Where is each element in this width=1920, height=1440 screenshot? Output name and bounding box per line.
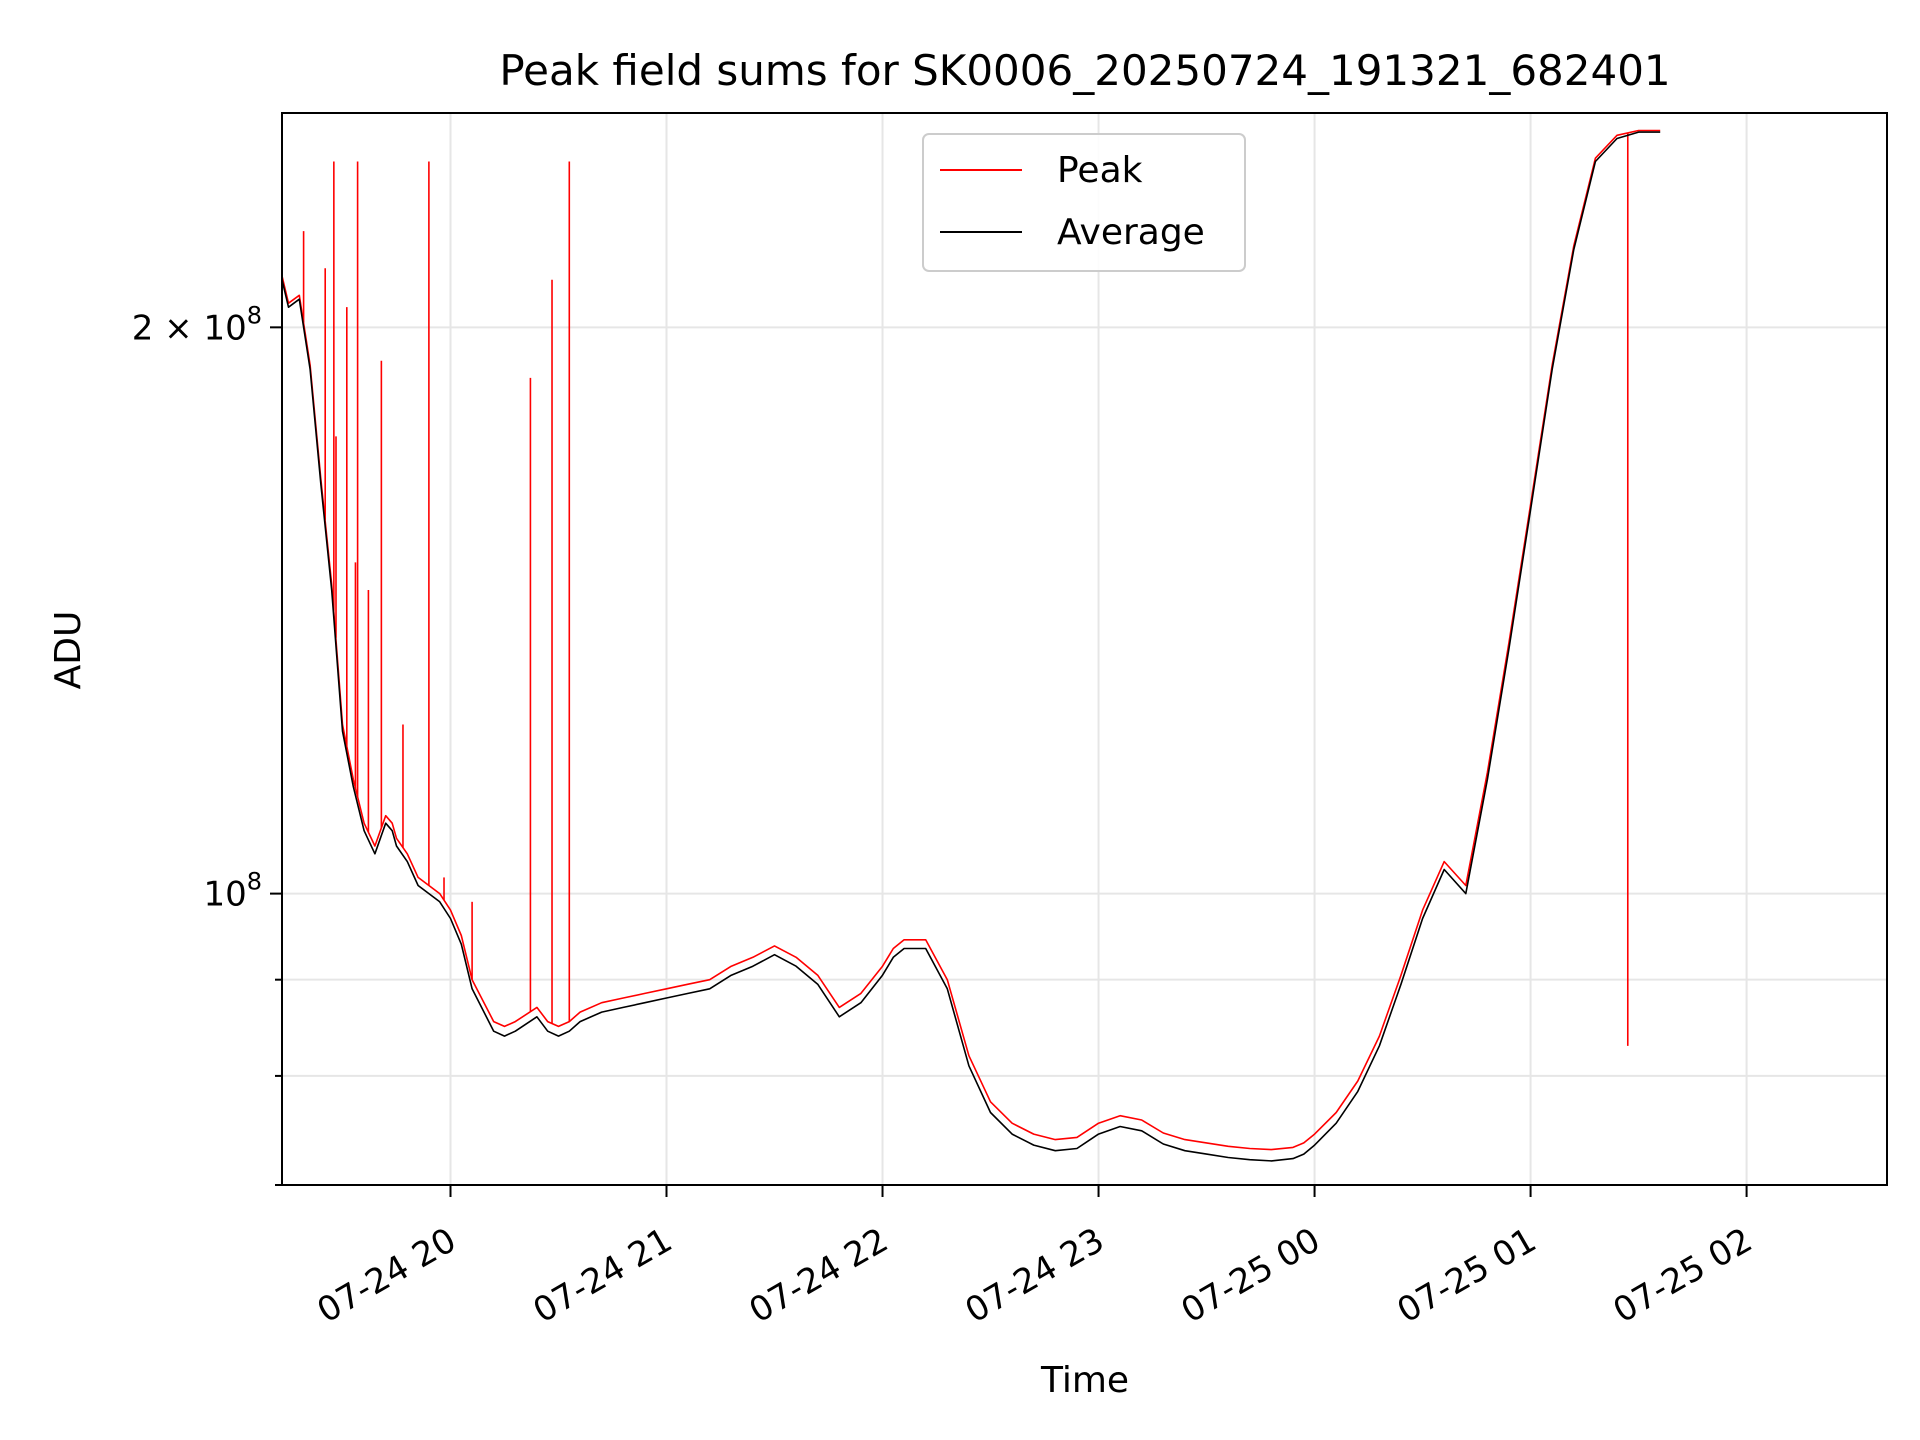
legend-label-peak: Peak — [1057, 150, 1143, 191]
legend: Peak Average — [922, 133, 1246, 272]
legend-box — [922, 133, 1246, 272]
chart-title: Peak field sums for SK0006_20250724_1913… — [499, 46, 1670, 95]
x-axis-label: Time — [1040, 1360, 1129, 1401]
series-line-average — [281, 131, 1661, 1162]
series-line-peak — [281, 129, 1661, 1151]
plot-frame — [281, 112, 1888, 1186]
y-tick-label: 2 × 108 — [132, 301, 262, 348]
y-tick-label: 108 — [203, 868, 262, 915]
legend-label-average: Average — [1057, 212, 1205, 253]
series-layer — [281, 129, 1661, 1162]
y-axis-label: ADU — [48, 611, 89, 690]
